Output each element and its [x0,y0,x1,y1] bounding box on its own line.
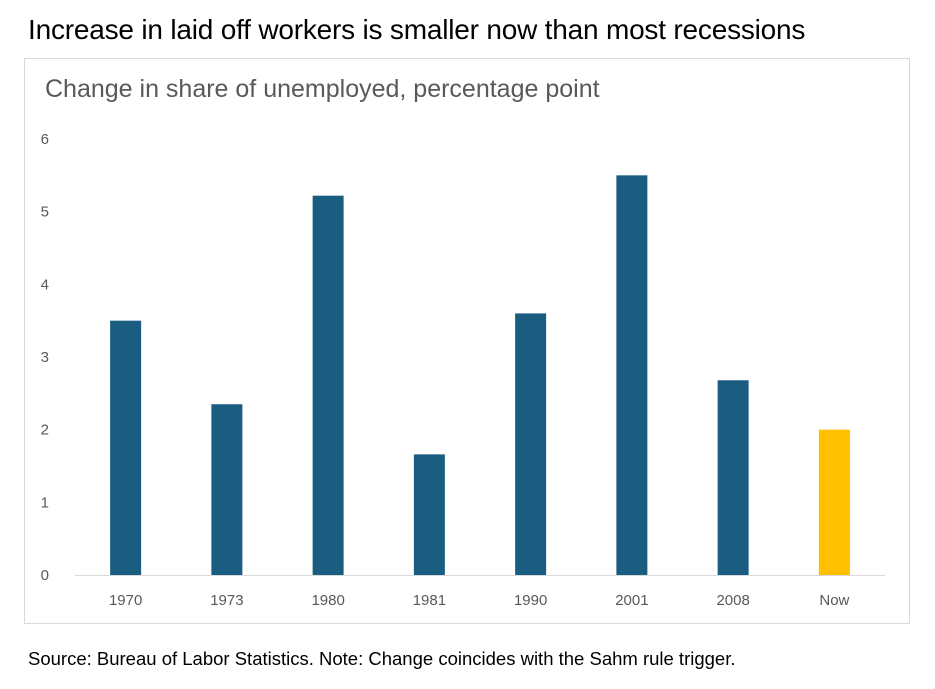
y-tick-label: 3 [41,349,49,366]
x-tick-label: 2008 [716,592,749,609]
y-tick-label: 5 [41,204,49,221]
chart-title: Change in share of unemployed, percentag… [45,75,600,103]
y-tick-label: 1 [41,494,49,511]
y-tick-label: 0 [41,567,49,584]
bar-1973 [211,404,243,575]
y-tick-label: 4 [41,276,49,293]
y-tick-label: 6 [41,131,49,148]
bar-1970 [110,320,142,575]
x-tick-label: 1970 [109,592,142,609]
bar-1981 [413,454,445,575]
chart-panel: Change in share of unemployed, percentag… [24,58,910,624]
bar-2008 [717,380,749,575]
bar-1990 [515,313,547,575]
x-tick-label: 1990 [514,592,547,609]
bar-2001 [616,175,648,575]
headline: Increase in laid off workers is smaller … [28,14,806,45]
bar-now [818,429,850,575]
bar-chart: 0 1 2 3 4 5 6 1970 1973 1980 1981 1990 2001 2008 Now [41,131,885,609]
y-tick-label: 2 [41,422,49,439]
x-tick-label: 2001 [615,592,648,609]
x-tick-label: 1973 [210,592,243,609]
x-tick-label: 1980 [311,592,344,609]
x-tick-label: 1981 [413,592,446,609]
bar-1980 [312,195,344,575]
x-tick-label: Now [819,592,849,609]
source-note: Source: Bureau of Labor Statistics. Note… [28,648,736,669]
